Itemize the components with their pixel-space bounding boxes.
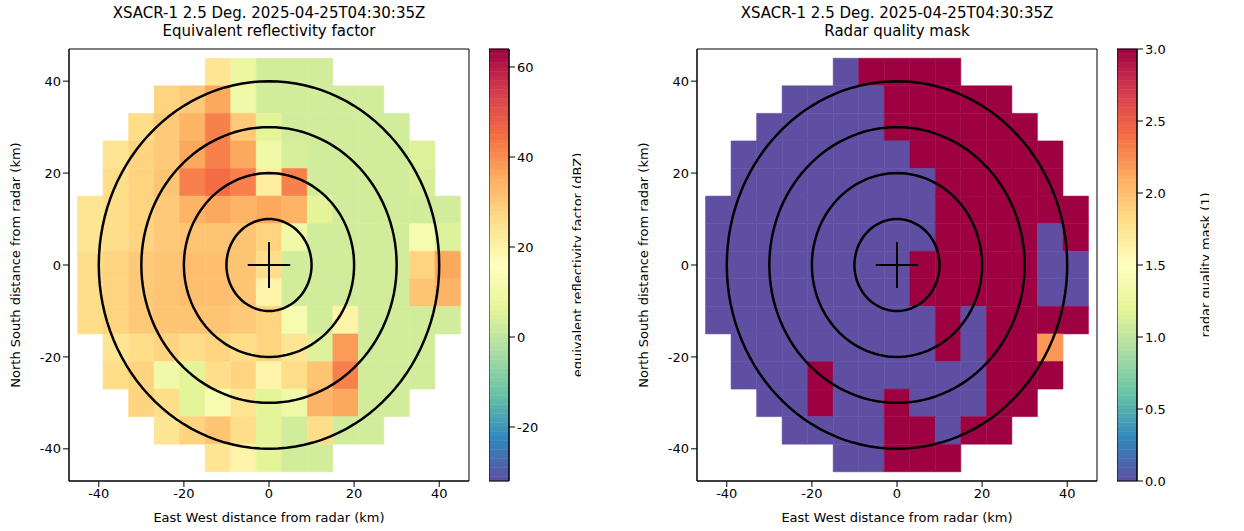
html-text:XSACR-1 2.5 Deg. 2025-04-25T04: XSACR-1 2.5 Deg. 2025-04-25T04:30:35Z: [112, 4, 426, 22]
svg-text:2.0: 2.0: [1145, 186, 1166, 201]
svg-text:East West distance from radar: East West distance from radar (km): [781, 510, 1012, 525]
svg-text:20: 20: [974, 486, 991, 501]
html-text:Equivalent reflectivity factor: Equivalent reflectivity factor: [162, 22, 376, 40]
svg-text:20: 20: [672, 166, 689, 181]
svg-text:-20: -20: [517, 420, 538, 435]
svg-text:0: 0: [893, 486, 901, 501]
svg-text:-20: -20: [801, 486, 822, 501]
html-text:XSACR-1 2.5 Deg. 2025-04-25T04: XSACR-1 2.5 Deg. 2025-04-25T04:30:35Z: [740, 4, 1054, 22]
svg-text:North South distance from rada: North South distance from radar (km): [636, 142, 651, 387]
svg-text:-20: -20: [668, 350, 689, 365]
svg-text:-40: -40: [88, 486, 109, 501]
svg-text:0: 0: [53, 258, 61, 273]
svg-text:-40: -40: [40, 441, 61, 456]
svg-text:0.5: 0.5: [1145, 402, 1166, 417]
svg-text:40: 40: [672, 74, 689, 89]
svg-text:-40: -40: [668, 441, 689, 456]
svg-text:-20: -20: [173, 486, 194, 501]
svg-text:3.0: 3.0: [1145, 44, 1166, 57]
svg-text:40: 40: [517, 150, 534, 165]
svg-text:North South distance from rada: North South distance from radar (km): [8, 142, 23, 387]
svg-text:0.0: 0.0: [1145, 474, 1166, 489]
svg-text:40: 40: [1059, 486, 1076, 501]
svg-text:40: 40: [431, 486, 448, 501]
svg-text:1.0: 1.0: [1145, 330, 1166, 345]
svg-text:0: 0: [517, 330, 525, 345]
svg-text:-20: -20: [40, 350, 61, 365]
svg-text:40: 40: [44, 74, 61, 89]
svg-text:radar quality mask (1): radar quality mask (1): [1198, 192, 1209, 337]
svg-text:20: 20: [44, 166, 61, 181]
svg-text:20: 20: [346, 486, 363, 501]
svg-text:East West distance from radar: East West distance from radar (km): [153, 510, 384, 525]
svg-text:-40: -40: [716, 486, 737, 501]
svg-text:20: 20: [517, 240, 534, 255]
html-text:Radar quality mask: Radar quality mask: [824, 22, 970, 40]
svg-text:60: 60: [517, 60, 534, 75]
svg-text:0: 0: [681, 258, 689, 273]
svg-text:1.5: 1.5: [1145, 258, 1166, 273]
svg-text:0: 0: [265, 486, 273, 501]
svg-text:2.5: 2.5: [1145, 114, 1166, 129]
svg-text:equivalent reflectivity factor: equivalent reflectivity factor (dBZ): [570, 153, 581, 378]
